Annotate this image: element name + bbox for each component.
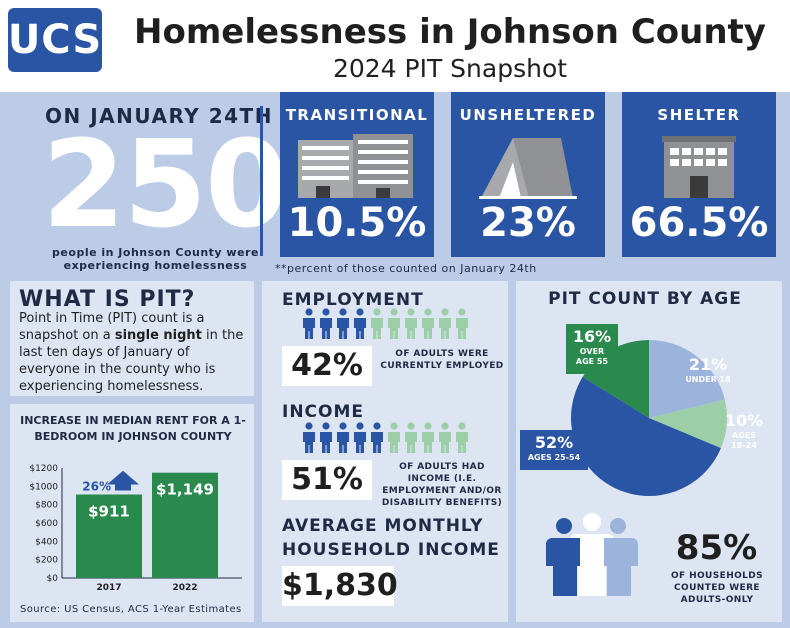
income-title: INCOME: [282, 402, 365, 422]
pit-text-part: in the last ten days of January of every…: [19, 328, 244, 394]
page-title: Homelessness in Johnson County: [134, 12, 766, 52]
pit-description: Point in Time (PIT) count is a snapshot …: [19, 310, 249, 395]
y-tick-label: $200: [35, 556, 58, 566]
pie-slice: [571, 376, 721, 497]
pit-text-part: Point in Time (PIT) count is a snapshot …: [19, 311, 205, 343]
person-icon: [303, 422, 315, 453]
pit-panel: [10, 281, 254, 396]
person-icon: [303, 308, 315, 339]
pie-category-label: AGES: [732, 431, 756, 440]
employment-people-icons: [303, 308, 468, 339]
employment-income-panel: [262, 281, 508, 622]
category-pct: 23%: [480, 200, 576, 246]
y-tick-label: $400: [35, 537, 58, 547]
footnote: **percent of those counted on January 24…: [275, 262, 537, 275]
households-pct: 85%: [675, 528, 758, 568]
income-caption: OF ADULTS HAD INCOME (I.E. EMPLOYMENT AN…: [381, 462, 503, 508]
age-chart-title: PIT COUNT BY AGE: [548, 289, 742, 309]
category-shelter: SHELTER 66.5%: [622, 92, 776, 257]
source-note: Source: US Census, ACS 1-Year Estimates: [20, 604, 242, 615]
y-tick-label: $800: [35, 501, 58, 511]
pit-title: WHAT IS PIT?: [19, 287, 196, 312]
income-pct: 51%: [282, 460, 372, 500]
person-icon: [456, 308, 468, 339]
x-tick-label: 2017: [96, 583, 121, 593]
category-label: SHELTER: [657, 106, 741, 124]
pie-slice: [649, 399, 727, 449]
person-icon: [422, 308, 434, 339]
pie-category-label: AGES 25-54: [528, 453, 581, 462]
person-icon: [439, 308, 451, 339]
y-tick-label: $0: [47, 574, 59, 584]
person-icon: [422, 422, 434, 453]
person-icon: [405, 308, 417, 339]
rent-bar-chart: $0 $200 $400 $600 $800 $1000 $1200 $911 2017 $1,1…: [29, 464, 242, 593]
person-icon: [456, 422, 468, 453]
category-unsheltered: UNSHELTERED 23%: [451, 92, 605, 257]
pit-text-bold: single night: [114, 328, 202, 343]
monthly-income-title-2: HOUSEHOLD INCOME: [282, 540, 500, 560]
tent-icon: [479, 138, 577, 199]
person-icon: [337, 308, 349, 339]
person-icon: [371, 422, 383, 453]
pie-pct-label: 21%: [689, 355, 727, 374]
rent-chart-title: INCREASE IN MEDIAN RENT FOR A 1-BEDROOM …: [20, 414, 246, 443]
monthly-income-value: $1,830: [282, 566, 398, 606]
pie-label-box: [520, 430, 588, 470]
income-people-icons: [303, 422, 468, 453]
pie-slice: [649, 340, 725, 418]
bar-data-label: $911: [88, 502, 130, 520]
rent-bar: [152, 472, 218, 578]
increase-annotation: 26%: [82, 479, 111, 493]
ucs-logo: UCS: [8, 8, 102, 72]
count-caption: people in Johnson County were experienci…: [52, 246, 259, 272]
households-caption: OF HOUSEHOLDS COUNTED WERE ADULTS-ONLY: [670, 571, 764, 605]
person-icon: [320, 308, 332, 339]
person-icon: [354, 422, 366, 453]
monthly-income-title-1: AVERAGE MONTHLY: [282, 516, 484, 536]
page-subtitle: 2024 PIT Snapshot: [332, 54, 568, 83]
divider: [260, 106, 263, 256]
person-icon: [320, 422, 332, 453]
person-icon: [405, 422, 417, 453]
pie-category-label: OVER: [580, 347, 604, 356]
category-pct: 10.5%: [287, 200, 427, 246]
apartment-buildings-icon: [298, 134, 413, 198]
person-icon: [388, 308, 400, 339]
x-tick-label: 2022: [172, 583, 197, 593]
header: UCS Homelessness in Johnson County 2024 …: [0, 0, 790, 92]
person-icon: [354, 308, 366, 339]
category-transitional: TRANSITIONAL 10.5%: [280, 92, 434, 257]
person-icon: [371, 308, 383, 339]
total-count: 250: [42, 116, 288, 255]
employment-caption: OF ADULTS WERE CURRENTLY EMPLOYED: [380, 349, 504, 371]
category-pct: 66.5%: [629, 200, 769, 246]
pie-category-label: 18-24: [731, 441, 757, 450]
date-label: ON JANUARY 24TH: [45, 104, 273, 128]
pie-category-label: UNDER 18: [685, 375, 731, 384]
person-icon: [337, 422, 349, 453]
pie-pct-label: 10%: [725, 411, 763, 430]
shelter-building-icon: [662, 136, 736, 198]
family-icon: [546, 513, 638, 596]
category-label: TRANSITIONAL: [285, 106, 429, 124]
increase-arrow-icon: [107, 470, 139, 491]
pie-pct-label: 16%: [573, 327, 611, 346]
pie-pct-label: 52%: [535, 433, 573, 452]
rent-bar: [76, 494, 142, 578]
employment-pct: 42%: [282, 346, 372, 386]
category-label: UNSHELTERED: [459, 106, 597, 124]
person-icon: [439, 422, 451, 453]
y-tick-label: $600: [35, 519, 58, 529]
person-icon: [388, 422, 400, 453]
y-tick-label: $1200: [29, 464, 58, 474]
y-tick-label: $1000: [29, 482, 58, 492]
employment-title: EMPLOYMENT: [282, 290, 424, 310]
bar-data-label: $1,149: [156, 481, 214, 499]
pie-category-label: AGE 55: [576, 357, 609, 366]
pie-label-box: [566, 324, 618, 374]
